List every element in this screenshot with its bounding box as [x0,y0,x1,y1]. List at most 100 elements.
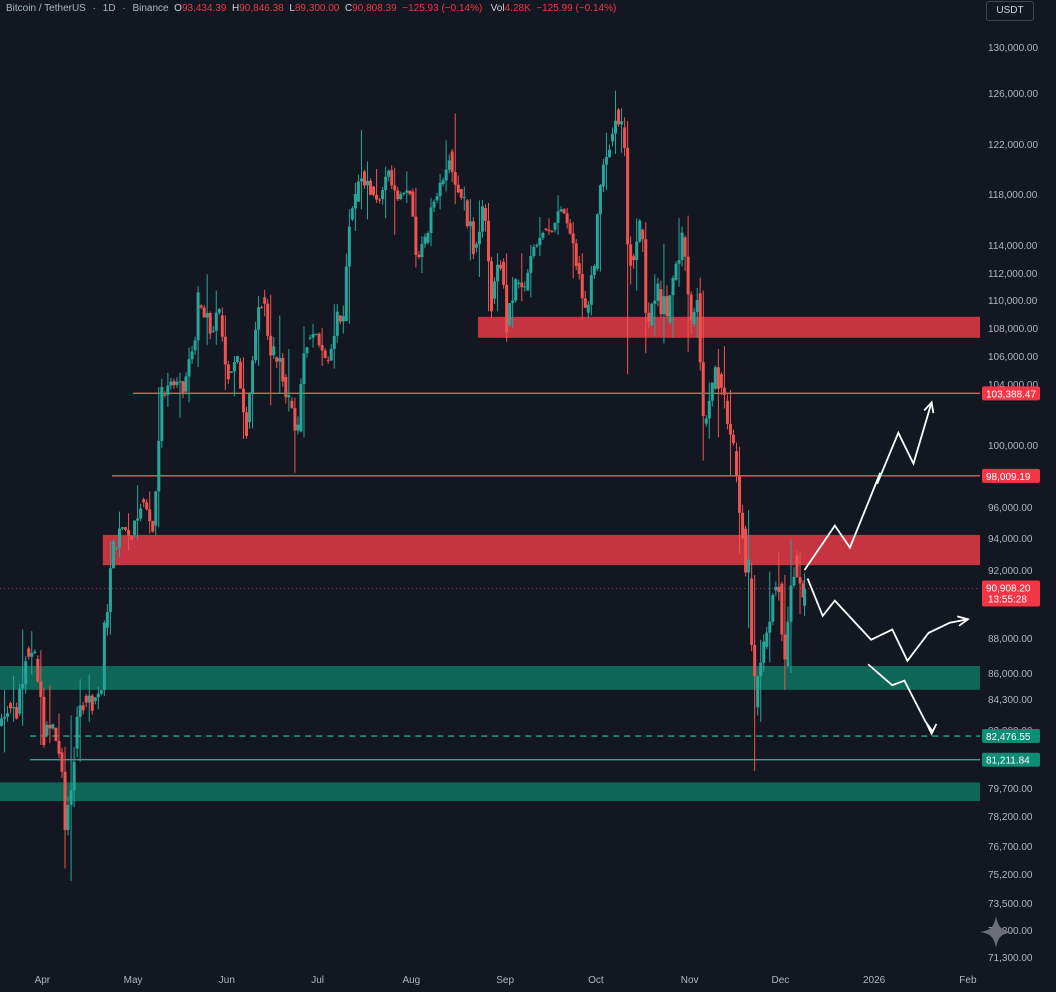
price-axis[interactable]: 130,000.00 126,000.00 122,000.00 118,000.00… [980,0,1056,992]
candle[interactable] [638,218,642,243]
candle[interactable] [626,121,630,375]
candle[interactable] [60,747,64,779]
chart-area[interactable] [0,0,980,965]
candle[interactable] [260,305,264,309]
candle[interactable] [731,429,735,446]
candle[interactable] [426,231,430,245]
candle[interactable] [604,132,608,191]
candle[interactable] [96,686,100,710]
candle[interactable] [768,571,772,663]
candle[interactable] [707,382,711,439]
candle[interactable] [199,304,203,310]
candle[interactable] [69,715,73,881]
candle[interactable] [381,186,385,205]
candle[interactable] [420,236,424,273]
price-tag-3[interactable] [982,729,1040,744]
candle[interactable] [632,254,636,269]
candle[interactable] [335,304,339,343]
candle[interactable] [747,510,751,628]
candle[interactable] [317,332,321,348]
candle[interactable] [232,356,236,397]
candle[interactable] [211,325,215,333]
candle[interactable] [722,346,726,409]
candle[interactable] [251,356,255,429]
candle[interactable] [6,706,10,722]
candle[interactable] [753,575,757,772]
price-tag-0[interactable] [982,386,1040,401]
candle[interactable] [93,697,97,705]
candle[interactable] [308,334,312,341]
candle[interactable] [535,243,539,248]
candle[interactable] [490,256,494,319]
candle[interactable] [471,217,475,259]
candle[interactable] [287,349,291,412]
candle[interactable] [399,191,403,200]
candle[interactable] [275,356,279,369]
candle[interactable] [592,264,596,279]
candle[interactable] [701,290,705,461]
candle[interactable] [157,387,161,528]
candle[interactable] [30,631,34,675]
resistance-zone-1[interactable] [102,534,980,566]
currency-selector[interactable]: USDT [986,1,1034,21]
candle[interactable] [15,702,19,720]
candle[interactable] [792,567,796,588]
candle[interactable] [411,188,415,217]
candle[interactable] [172,378,176,389]
candle[interactable] [462,186,466,211]
candle[interactable] [12,676,16,722]
candle[interactable] [435,192,439,203]
candle-last[interactable] [803,573,807,616]
candle[interactable] [27,646,31,660]
candle[interactable] [710,382,714,407]
price-chart[interactable] [0,0,980,965]
candle[interactable] [665,285,669,319]
candle[interactable] [408,190,412,196]
candle[interactable] [178,372,182,418]
candle[interactable] [486,202,490,312]
candle[interactable] [133,520,137,538]
candle[interactable] [45,721,49,738]
candle[interactable] [713,365,717,390]
candle[interactable] [783,575,787,690]
candle[interactable] [81,701,85,715]
candle[interactable] [780,581,784,642]
candle[interactable] [677,218,681,287]
candle[interactable] [311,323,315,348]
candle[interactable] [589,266,593,316]
candle[interactable] [432,199,436,213]
candle[interactable] [63,746,67,869]
candle[interactable] [728,390,732,476]
candle[interactable] [160,378,164,448]
candle[interactable] [362,169,366,189]
candle[interactable] [686,215,690,352]
candle[interactable] [744,525,748,577]
candle[interactable] [623,117,627,157]
candle[interactable] [90,693,94,715]
candle[interactable] [508,303,512,328]
candle[interactable] [468,199,472,261]
scenario-arrow-2[interactable] [867,663,933,734]
candle[interactable] [765,626,769,650]
candle[interactable] [656,277,660,306]
candle[interactable] [547,218,551,235]
candle[interactable] [674,261,678,282]
time-axis[interactable]: Apr May Jun Jul Aug Sep Oct Nov Dec 2026 Feb [0,965,980,992]
candle[interactable] [78,679,82,762]
candle[interactable] [24,656,28,694]
candle[interactable] [87,674,91,722]
candle[interactable] [756,675,760,716]
candle[interactable] [117,511,121,558]
candle[interactable] [614,90,618,154]
candle[interactable] [338,315,342,325]
candle[interactable] [683,235,687,272]
candle[interactable] [54,727,58,742]
candle[interactable] [169,377,173,390]
candle[interactable] [750,562,754,652]
candle[interactable] [390,165,394,189]
candle[interactable] [456,175,460,194]
candle[interactable] [795,550,799,578]
candle[interactable] [290,397,294,409]
candle[interactable] [272,337,276,359]
candle[interactable] [668,295,672,326]
